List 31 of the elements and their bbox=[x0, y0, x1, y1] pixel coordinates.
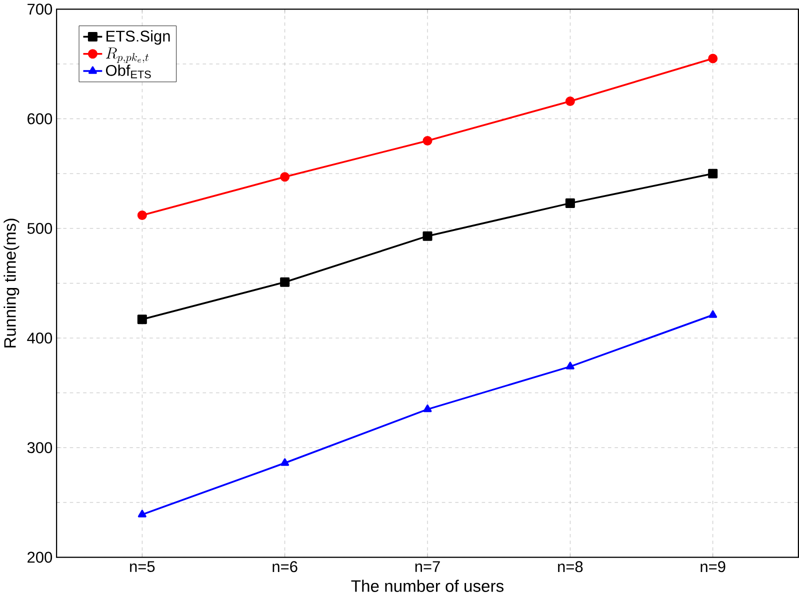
point bbox=[280, 172, 290, 182]
y-axis-title: Running time(ms) bbox=[4, 218, 20, 348]
y-tick-label: 700 bbox=[28, 4, 52, 15]
point bbox=[137, 314, 147, 324]
legend-label: $\mathrm{Obf}_{\mathrm{ETS}}$ bbox=[106, 64, 151, 78]
point bbox=[138, 510, 146, 518]
x-tick-label: n=6 bbox=[272, 561, 298, 572]
x-tick-label: n=9 bbox=[700, 561, 726, 572]
x-tick-label: n=5 bbox=[130, 561, 155, 572]
point bbox=[565, 198, 575, 208]
point bbox=[566, 362, 574, 370]
point bbox=[708, 54, 718, 64]
point bbox=[422, 136, 432, 146]
point bbox=[137, 210, 147, 220]
y-tick-label: 200 bbox=[28, 552, 52, 563]
point bbox=[423, 404, 432, 412]
legend-label: $\mathrm{ETS.Sign}$ bbox=[106, 30, 170, 45]
point bbox=[565, 96, 575, 106]
legend-label: $R_{p,pk_e,t}$ bbox=[106, 48, 149, 64]
y-tick-label: 500 bbox=[27, 223, 52, 234]
y-tick-label: 300 bbox=[27, 442, 52, 454]
x-tick-label: n=7 bbox=[415, 561, 440, 572]
point bbox=[708, 310, 718, 318]
x-tick-label: n=8 bbox=[558, 561, 583, 572]
point bbox=[708, 169, 718, 179]
y-tick-label: 600 bbox=[28, 113, 52, 124]
point bbox=[280, 278, 290, 288]
x-axis-title: The number of users bbox=[351, 580, 504, 592]
point bbox=[422, 231, 432, 242]
point bbox=[280, 458, 290, 466]
y-tick-label: 400 bbox=[27, 332, 52, 344]
